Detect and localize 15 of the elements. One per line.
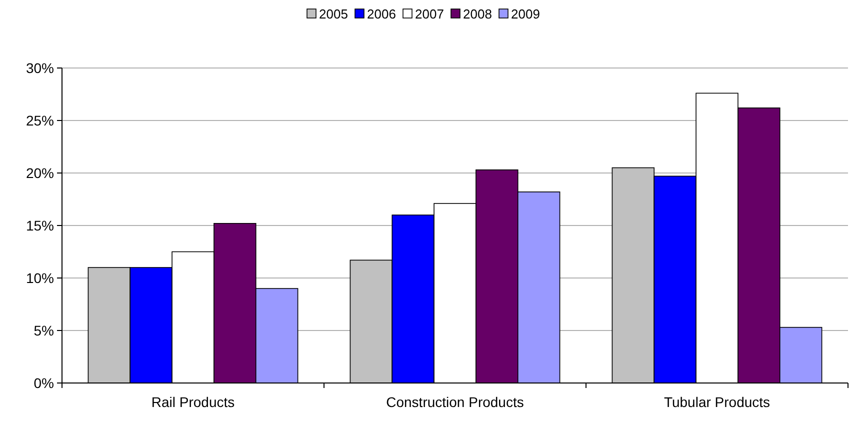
legend-label: 2005 xyxy=(319,6,348,22)
y-tick-label: 10% xyxy=(26,270,54,286)
y-tick-label: 20% xyxy=(26,164,54,181)
y-tick-label: 30% xyxy=(26,60,54,76)
y-tick-label: 25% xyxy=(26,112,54,128)
legend-label: 2007 xyxy=(415,6,444,22)
x-tick-label: Rail Products xyxy=(151,394,235,410)
x-tick-label: Tubular Products xyxy=(664,394,770,410)
y-tick-label: 5% xyxy=(34,322,54,338)
y-tick-label: 0% xyxy=(34,374,54,391)
legend-label: 2006 xyxy=(367,6,396,22)
y-tick-label: 15% xyxy=(26,217,54,234)
x-tick-label: Construction Products xyxy=(386,394,524,410)
legend-label: 2009 xyxy=(511,6,540,22)
legend-label: 2008 xyxy=(463,6,492,22)
